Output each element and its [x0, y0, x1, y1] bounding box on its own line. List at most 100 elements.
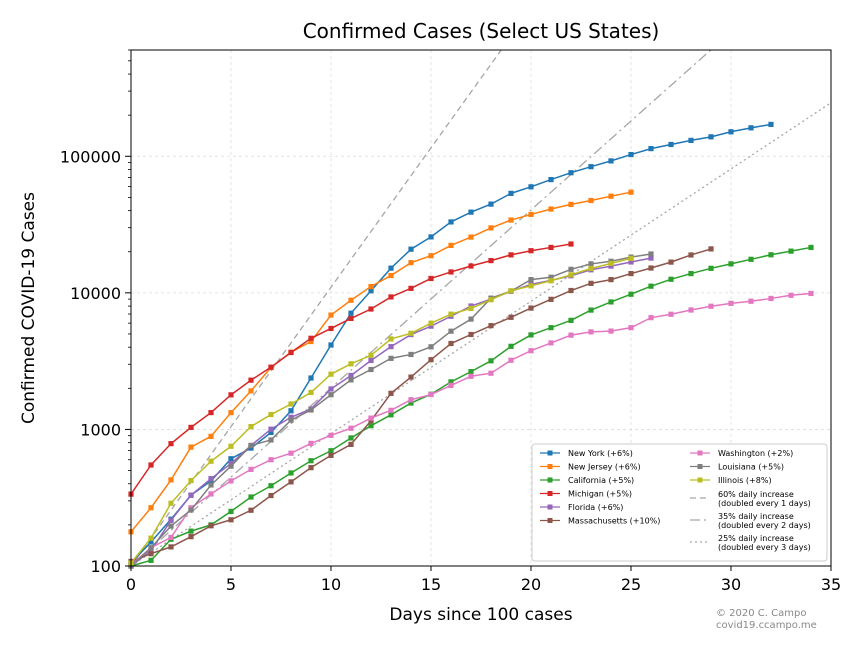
data-point [168, 523, 174, 529]
data-point [528, 305, 534, 311]
legend-entry: New York (+6%) [540, 449, 633, 458]
data-point [608, 299, 614, 305]
y-tick-label: 10000 [70, 284, 121, 303]
data-point [448, 311, 454, 317]
data-point [328, 386, 334, 392]
data-point [228, 443, 234, 449]
data-point [808, 244, 814, 251]
data-point [148, 505, 154, 511]
data-point [248, 377, 254, 383]
data-point [608, 328, 614, 334]
data-point [168, 441, 174, 447]
data-point [288, 349, 294, 356]
legend-box [531, 443, 828, 562]
legend-label: Massachusetts (+10%) [568, 517, 660, 526]
x-axis-title: Days since 100 cases [389, 605, 572, 625]
data-point [608, 277, 614, 283]
legend-entry: Illinois (+8%) [690, 476, 772, 485]
data-point [368, 357, 374, 364]
x-tick-label: 15 [421, 575, 441, 594]
data-point [148, 551, 154, 557]
data-point [368, 283, 374, 290]
data-point [348, 372, 354, 379]
data-point [388, 294, 394, 300]
data-point [668, 311, 674, 317]
data-point [488, 358, 494, 364]
data-point [468, 331, 474, 338]
legend-label: 25% daily increase [718, 534, 794, 543]
data-point [528, 348, 534, 354]
data-point [668, 141, 674, 148]
data-point [548, 278, 554, 284]
data-point [328, 325, 334, 332]
data-point [748, 256, 754, 262]
legend-entry: 25% daily increase(doubled every 3 days) [690, 534, 811, 552]
data-point [408, 330, 414, 336]
legend-entry: Michigan (+5%) [540, 490, 632, 499]
data-point [708, 265, 714, 271]
data-point [388, 355, 394, 361]
legend-label: New York (+6%) [568, 449, 633, 458]
data-point [428, 357, 434, 363]
data-point [188, 477, 194, 484]
x-tick-label: 10 [321, 575, 341, 594]
y-tick-label: 100 [90, 557, 121, 576]
data-point [228, 463, 234, 469]
x-tick-label: 30 [721, 575, 741, 594]
data-point [208, 523, 214, 529]
data-point [648, 255, 654, 261]
data-point [268, 457, 274, 463]
axes: 0 5 10 15 20 25 30 35 100 1000 10000 100000 [60, 49, 841, 594]
data-point [348, 361, 354, 367]
data-point [368, 366, 374, 373]
data-point [468, 234, 474, 240]
y-axis-title: Confirmed COVID-19 Cases [19, 192, 39, 424]
data-point [408, 397, 414, 403]
data-point [308, 335, 314, 341]
data-point [608, 260, 614, 267]
data-point [548, 325, 554, 331]
data-point [248, 423, 254, 430]
data-point [528, 283, 534, 289]
data-point [628, 189, 634, 195]
legend-label: New Jersey (+6%) [568, 463, 641, 472]
y-tick-label: 1000 [80, 420, 121, 439]
data-point [468, 305, 474, 311]
data-point [508, 252, 514, 258]
data-point [408, 260, 414, 266]
data-point [608, 263, 614, 269]
data-point [388, 265, 394, 271]
data-point [328, 432, 334, 438]
data-point [628, 270, 634, 277]
data-point [448, 269, 454, 275]
data-point [528, 211, 534, 218]
data-point [468, 316, 474, 322]
data-point [228, 478, 234, 484]
data-point [408, 246, 414, 252]
data-point [188, 528, 194, 534]
data-point [748, 125, 754, 131]
x-tick-label: 25 [621, 575, 641, 594]
plot-frame [130, 49, 832, 567]
data-point [268, 437, 274, 443]
data-point [248, 442, 254, 449]
series-line [130, 248, 712, 563]
data-point [188, 444, 194, 450]
data-point [288, 479, 294, 485]
legend-swatch-marker [547, 491, 553, 496]
data-point [148, 557, 154, 563]
data-point [568, 317, 574, 323]
legend-entry: New Jersey (+6%) [540, 463, 641, 472]
data-point [628, 151, 634, 158]
data-point [328, 371, 334, 377]
data-point [348, 310, 354, 316]
data-point [248, 388, 254, 394]
data-point [388, 390, 394, 396]
data-point [588, 329, 594, 335]
data-point [208, 491, 214, 497]
data-point [568, 266, 574, 272]
data-point [548, 274, 554, 280]
data-point [628, 259, 634, 265]
data-point [448, 379, 454, 385]
